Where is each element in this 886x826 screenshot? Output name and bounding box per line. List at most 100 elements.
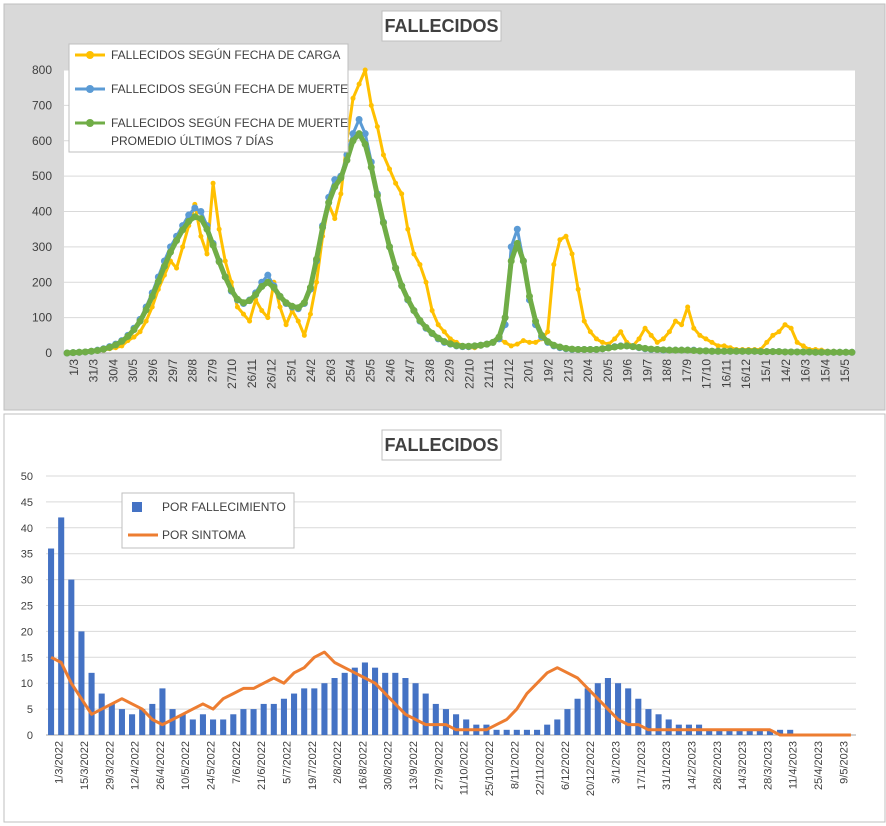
series-point — [368, 102, 374, 108]
y-tick-label: 500 — [32, 169, 52, 183]
series-point — [799, 348, 807, 356]
series-point — [294, 304, 302, 312]
series-point — [593, 336, 599, 342]
series-point — [142, 306, 150, 314]
bar — [534, 729, 541, 735]
series-point — [361, 130, 369, 138]
bar — [756, 729, 763, 735]
bar — [604, 678, 611, 735]
series-point — [295, 318, 301, 324]
series-point — [659, 346, 667, 354]
y-tick-label: 5 — [27, 704, 33, 716]
x-tick-label: 27/9 — [205, 359, 219, 383]
x-tick-label: 24/5/2022 — [206, 741, 218, 790]
legend-label: FALLECIDOS SEGÚN FECHA DE MUERTE — [111, 115, 348, 130]
series-point — [751, 347, 759, 355]
series-point — [63, 349, 71, 357]
bar — [250, 709, 257, 735]
x-tick-label: 15/3/2022 — [79, 741, 91, 790]
bar — [766, 729, 773, 735]
series-point — [350, 95, 356, 101]
x-tick-label: 11/10/2022 — [459, 741, 471, 795]
series-point — [332, 216, 338, 222]
series-point — [678, 346, 686, 354]
x-tick-label: 27/10 — [225, 359, 239, 389]
series-point — [775, 348, 783, 356]
series-point — [301, 332, 307, 338]
series-point — [592, 345, 600, 353]
bar — [746, 729, 753, 735]
series-point — [197, 208, 205, 215]
series-point — [417, 262, 423, 268]
series-point — [204, 251, 210, 257]
series-point — [124, 332, 132, 340]
series-point — [848, 348, 856, 356]
series-point — [325, 199, 333, 207]
series-point — [618, 329, 624, 335]
y-tick-label: 700 — [32, 98, 52, 112]
series-point — [239, 299, 247, 307]
series-point — [465, 342, 473, 350]
series-point — [93, 347, 101, 355]
bar — [351, 667, 358, 735]
x-tick-label: 26/4/2022 — [155, 741, 167, 790]
legend-label: FALLECIDOS SEGÚN FECHA DE MUERTE — [111, 81, 348, 96]
series-point — [399, 191, 405, 197]
chart-title: FALLECIDOS — [384, 16, 498, 36]
bar — [544, 724, 551, 735]
x-tick-label: 17/9 — [680, 359, 694, 383]
x-tick-label: 21/6/2022 — [256, 741, 268, 790]
series-point — [410, 307, 418, 315]
bar — [554, 719, 561, 735]
series-point — [210, 180, 216, 186]
x-tick-label: 22/10 — [462, 359, 476, 389]
series-point — [586, 345, 594, 353]
x-tick-label: 11/4/2023 — [788, 741, 800, 789]
series-point — [830, 348, 838, 356]
bar — [98, 693, 105, 735]
series-point — [203, 225, 211, 233]
series-point — [580, 345, 588, 353]
bar — [463, 719, 470, 735]
series-point — [605, 344, 613, 352]
x-tick-label: 20/12/2022 — [585, 741, 597, 796]
series-point — [794, 339, 800, 345]
series-point — [179, 226, 187, 234]
x-tick-label: 20/4 — [581, 359, 595, 383]
series-point — [160, 262, 168, 270]
series-point — [557, 237, 563, 243]
x-tick-label: 30/5 — [126, 359, 140, 383]
chart-title-box — [381, 429, 502, 461]
x-tick-label: 14/2/2023 — [686, 741, 698, 790]
bar — [118, 709, 125, 735]
bar — [189, 719, 196, 735]
bar — [422, 693, 429, 735]
legend-swatch — [132, 502, 142, 512]
series-point — [679, 322, 685, 328]
series-point — [551, 262, 557, 268]
series-point — [197, 215, 205, 223]
bar — [139, 709, 146, 735]
bar — [503, 729, 510, 735]
y-tick-label: 15 — [21, 652, 33, 664]
series-point — [136, 317, 144, 325]
x-tick-label: 16/3 — [799, 359, 813, 383]
x-tick-label: 13/9/2022 — [408, 741, 420, 790]
x-tick-label: 25/4 — [344, 359, 358, 383]
series-point — [411, 251, 417, 257]
x-tick-label: 26/12 — [265, 359, 279, 389]
bar — [716, 729, 723, 735]
series-point — [776, 329, 782, 335]
x-tick-label: 17/1/2023 — [636, 741, 648, 790]
bar — [615, 683, 622, 735]
series-point — [379, 219, 387, 227]
bar — [442, 709, 449, 735]
series-line — [50, 650, 851, 737]
x-tick-label: 9/5/2023 — [838, 741, 850, 784]
series-point — [672, 346, 680, 354]
bar — [382, 672, 389, 735]
series-point — [726, 347, 734, 355]
bar — [220, 719, 227, 735]
series-point — [805, 348, 813, 356]
